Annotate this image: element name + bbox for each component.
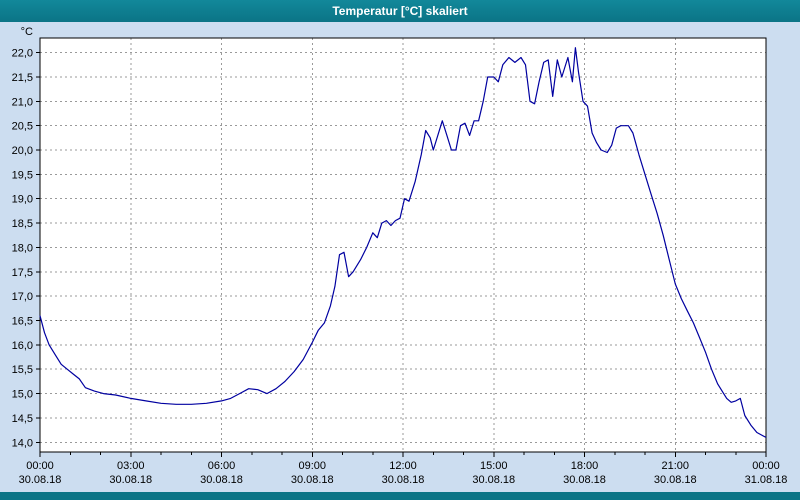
svg-text:30.08.18: 30.08.18: [200, 474, 243, 486]
svg-text:06:00: 06:00: [208, 460, 236, 472]
svg-text:09:00: 09:00: [298, 460, 326, 472]
svg-text:15:00: 15:00: [480, 460, 508, 472]
svg-text:16,0: 16,0: [12, 340, 33, 352]
svg-text:30.08.18: 30.08.18: [563, 474, 606, 486]
svg-text:22,0: 22,0: [12, 48, 33, 60]
svg-text:00:00: 00:00: [26, 460, 54, 472]
window-bottom-bar: [0, 492, 800, 500]
svg-text:18:00: 18:00: [571, 460, 599, 472]
svg-text:15,0: 15,0: [12, 389, 33, 401]
svg-text:18,5: 18,5: [12, 218, 33, 230]
svg-text:19,5: 19,5: [12, 169, 33, 181]
svg-text:19,0: 19,0: [12, 194, 33, 206]
svg-text:21,0: 21,0: [12, 96, 33, 108]
svg-text:14,0: 14,0: [12, 437, 33, 449]
svg-text:14,5: 14,5: [12, 413, 33, 425]
window-title-bar[interactable]: Temperatur [°C] skaliert: [0, 0, 800, 22]
chart-area: 22,0 21,5 21,0 20,5 20,0 19,5 19,0 18,5 18,0 17,5…: [0, 22, 800, 492]
svg-text:18,0: 18,0: [12, 242, 33, 254]
x-axis-labels: 00:00 30.08.18 03:00 30.08.18 06:00 30.08.18 0…: [19, 460, 788, 486]
y-axis-unit-label: °C: [21, 26, 33, 38]
svg-text:03:00: 03:00: [117, 460, 145, 472]
svg-text:12:00: 12:00: [389, 460, 417, 472]
temperature-series-line: [39, 47, 767, 438]
svg-text:00:00: 00:00: [752, 460, 780, 472]
svg-text:17,0: 17,0: [12, 291, 33, 303]
svg-text:20,0: 20,0: [12, 145, 33, 157]
svg-text:21:00: 21:00: [661, 460, 689, 472]
svg-text:31.08.18: 31.08.18: [745, 474, 788, 486]
window-title: Temperatur [°C] skaliert: [332, 4, 468, 18]
svg-text:30.08.18: 30.08.18: [472, 474, 515, 486]
svg-text:30.08.18: 30.08.18: [654, 474, 697, 486]
svg-text:30.08.18: 30.08.18: [382, 474, 425, 486]
axis-ticks: [36, 52, 767, 457]
svg-text:17,5: 17,5: [12, 267, 33, 279]
svg-text:30.08.18: 30.08.18: [291, 474, 334, 486]
gridlines: [40, 38, 766, 452]
svg-text:15,5: 15,5: [12, 364, 33, 376]
svg-text:21,5: 21,5: [12, 72, 33, 84]
svg-text:20,5: 20,5: [12, 121, 33, 133]
svg-text:16,5: 16,5: [12, 315, 33, 327]
y-axis-labels: 22,0 21,5 21,0 20,5 20,0 19,5 19,0 18,5 18,0 17,5…: [12, 48, 33, 450]
svg-text:30.08.18: 30.08.18: [19, 474, 62, 486]
svg-text:30.08.18: 30.08.18: [109, 474, 152, 486]
temperature-chart: 22,0 21,5 21,0 20,5 20,0 19,5 19,0 18,5 18,0 17,5…: [12, 26, 788, 486]
